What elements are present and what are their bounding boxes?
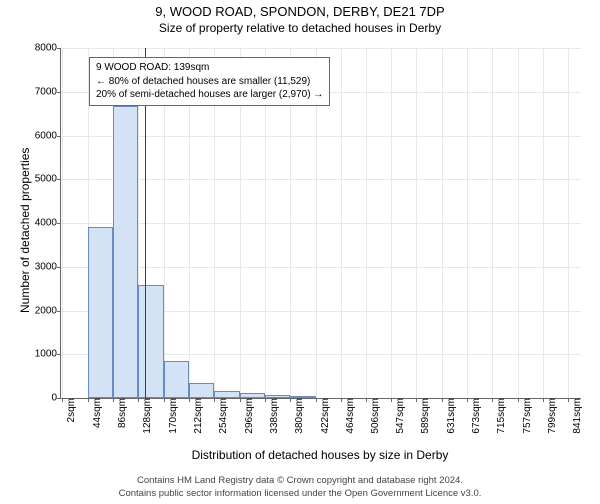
annotation-line: 9 WOOD ROAD: 139sqm	[96, 61, 323, 75]
y-axis-label: Number of detached properties	[18, 148, 32, 313]
histogram-bar	[138, 285, 163, 398]
gridline-v	[467, 48, 468, 398]
gridline-v	[62, 48, 63, 398]
xtick-label: 422sqm	[316, 398, 331, 434]
histogram-bar	[290, 396, 315, 398]
xtick-label: 86sqm	[113, 398, 128, 428]
footer: Contains HM Land Registry data © Crown c…	[0, 475, 600, 500]
chart-subtitle: Size of property relative to detached ho…	[0, 21, 600, 35]
xtick-label: 170sqm	[164, 398, 179, 434]
annotation-line: ← 80% of detached houses are smaller (11…	[96, 75, 323, 89]
ytick-label: 2000	[35, 305, 61, 316]
ytick-label: 1000	[35, 349, 61, 360]
ytick-label: 6000	[35, 130, 61, 141]
xtick-label: 212sqm	[189, 398, 204, 434]
gridline-v	[518, 48, 519, 398]
xtick-label: 338sqm	[265, 398, 280, 434]
plot-area: 0100020003000400050006000700080002sqm44s…	[60, 48, 581, 399]
x-axis-label: Distribution of detached houses by size …	[60, 448, 580, 462]
histogram-bar	[265, 395, 290, 398]
xtick-label: 380sqm	[290, 398, 305, 434]
histogram-bar	[164, 361, 189, 398]
xtick-label: 128sqm	[138, 398, 153, 434]
chart-title: 9, WOOD ROAD, SPONDON, DERBY, DE21 7DP	[0, 4, 600, 19]
xtick-label: 254sqm	[214, 398, 229, 434]
histogram-bar	[113, 106, 138, 398]
annotation-box: 9 WOOD ROAD: 139sqm← 80% of detached hou…	[89, 57, 330, 106]
chart-container: 9, WOOD ROAD, SPONDON, DERBY, DE21 7DP S…	[0, 4, 600, 504]
ytick-label: 4000	[35, 218, 61, 229]
xtick-label: 631sqm	[442, 398, 457, 434]
xtick-label: 464sqm	[341, 398, 356, 434]
xtick-label: 2sqm	[62, 398, 77, 422]
xtick-label: 757sqm	[518, 398, 533, 434]
ytick-label: 0	[51, 393, 61, 404]
gridline-v	[543, 48, 544, 398]
histogram-bar	[240, 393, 265, 398]
xtick-label: 506sqm	[366, 398, 381, 434]
histogram-bar	[189, 383, 214, 398]
xtick-label: 841sqm	[568, 398, 583, 434]
histogram-bar	[214, 391, 239, 398]
ytick-label: 7000	[35, 86, 61, 97]
gridline-v	[341, 48, 342, 398]
gridline-v	[416, 48, 417, 398]
xtick-label: 589sqm	[416, 398, 431, 434]
xtick-label: 715sqm	[492, 398, 507, 434]
gridline-v	[366, 48, 367, 398]
footer-line-1: Contains HM Land Registry data © Crown c…	[0, 475, 600, 487]
xtick-label: 44sqm	[88, 398, 103, 428]
xtick-label: 673sqm	[467, 398, 482, 434]
xtick-label: 547sqm	[391, 398, 406, 434]
xtick-label: 799sqm	[543, 398, 558, 434]
gridline-v	[391, 48, 392, 398]
gridline-v	[492, 48, 493, 398]
annotation-line: 20% of semi-detached houses are larger (…	[96, 88, 323, 102]
gridline-v	[568, 48, 569, 398]
ytick-label: 8000	[35, 43, 61, 54]
gridline-v	[442, 48, 443, 398]
ytick-label: 3000	[35, 261, 61, 272]
histogram-bar	[88, 227, 113, 398]
footer-line-2: Contains public sector information licen…	[0, 488, 600, 500]
xtick-label: 296sqm	[240, 398, 255, 434]
ytick-label: 5000	[35, 174, 61, 185]
